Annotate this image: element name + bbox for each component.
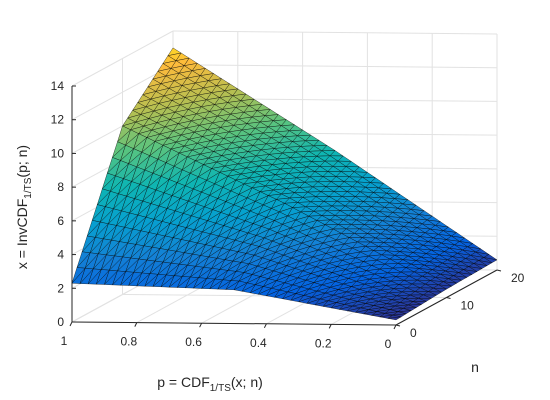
y-axis-label: n [471,359,479,375]
y-tick-mark [395,324,401,327]
x-tick-label: 0.2 [315,336,332,350]
surface-facet [281,293,297,301]
x-tick-label: 1 [61,334,68,348]
surface-facet [323,302,337,309]
surface-facet [371,313,386,318]
surface-layer [71,47,498,321]
surface-facet [363,311,377,316]
y-tick-label: 0 [410,326,417,340]
x-tick-label: 0.8 [120,335,137,349]
x-axis-label-sub: 1/TS [210,383,231,394]
surface-facet [241,284,256,293]
y-tick-label: 20 [511,271,525,285]
surface-facet [387,316,402,321]
grid-line [172,30,498,35]
y-tick-mark [496,269,502,272]
x-tick-label: 0.6 [185,335,202,349]
grid-line [172,64,498,69]
z-tick-label: 12 [51,113,65,127]
surface-facet [201,278,215,289]
z-tick-label: 14 [51,79,65,93]
x-tick-mark [328,324,332,329]
z-tick-label: 10 [51,146,65,160]
z-tick-label: 8 [57,180,64,194]
x-axis-label: p = CDF1/TS(x; n) [157,374,263,394]
z-axis-label-main: x = InvCDF [14,199,30,269]
z-tick-label: 4 [57,248,64,262]
y-tick-mark [446,297,451,299]
x-tick-label: 0.4 [250,336,267,350]
y-tick-label: 10 [461,299,475,313]
z-axis-label-tail: (p; n) [14,145,30,178]
x-axis-line [71,321,397,326]
z-axis-label: x = InvCDF1/TS(p; n) [14,145,34,269]
x-axis-label-tail: (x; n) [231,374,263,390]
z-tick-label: 6 [57,214,64,228]
x-tick-mark [199,322,203,328]
tick-layer: 0 2 4 6 8 10 12 14 1 0.8 0.6 0.4 0.2 0 0 10 20 [51,79,525,351]
z-axis-label-sub: 1/TS [23,177,34,198]
x-tick-mark [393,324,397,330]
z-tick-label: 0 [57,315,64,329]
z-tick-label: 2 [57,281,64,295]
x-tick-mark [69,321,73,327]
x-tick-mark [134,322,138,327]
x-axis-label-main: p = CDF [157,374,210,390]
x-tick-label: 0 [385,337,392,351]
x-tick-mark [263,323,267,329]
